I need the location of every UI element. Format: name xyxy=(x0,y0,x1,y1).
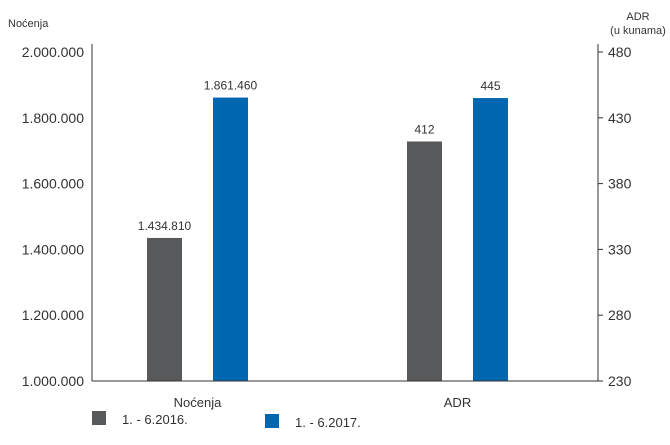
legend-swatch xyxy=(265,414,279,428)
bar-no-enja-2 xyxy=(213,97,248,382)
right-axis-tick-label: 280 xyxy=(608,307,632,323)
left-axis-tick-label: 2.000.000 xyxy=(22,44,84,60)
bar-no-enja-1 xyxy=(147,237,182,381)
right-axis-subtitle: (u kunama) xyxy=(610,25,666,37)
bar-adr-1 xyxy=(407,141,442,381)
legend-label: 1. - 6.2016. xyxy=(122,412,188,427)
bar-value-label: 412 xyxy=(414,122,434,136)
right-axis-tick-label: 380 xyxy=(608,176,632,192)
left-axis-tick-label: 1.000.000 xyxy=(22,373,84,389)
bar-value-label: 1.434.810 xyxy=(138,219,192,233)
bar-value-label: 445 xyxy=(480,79,500,93)
left-axis-title: Noćenja xyxy=(8,18,49,30)
right-axis-title: ADR xyxy=(626,11,649,23)
left-axis-tick-label: 1.800.000 xyxy=(22,110,84,126)
legend-swatch xyxy=(92,411,106,425)
right-axis-tick-label: 230 xyxy=(608,373,632,389)
left-axis-tick-label: 1.200.000 xyxy=(22,307,84,323)
right-axis-tick-label: 480 xyxy=(608,44,632,60)
right-axis-tick-label: 330 xyxy=(608,241,632,257)
x-axis-category-label: ADR xyxy=(444,395,471,410)
legend-label: 1. - 6.2017. xyxy=(295,415,361,430)
x-axis-category-label: Noćenja xyxy=(174,395,222,410)
left-axis-tick-label: 1.600.000 xyxy=(22,176,84,192)
bar-adr-2 xyxy=(473,98,508,381)
bar-value-label: 1.861.460 xyxy=(204,79,258,93)
right-axis-tick-label: 430 xyxy=(608,110,632,126)
left-axis-tick-label: 1.400.000 xyxy=(22,241,84,257)
